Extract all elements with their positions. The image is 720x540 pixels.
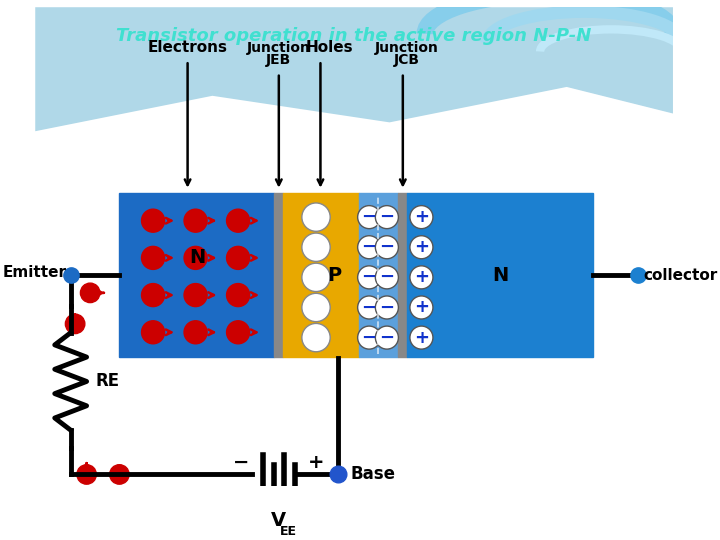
- Text: JEB: JEB: [266, 53, 292, 67]
- Circle shape: [302, 233, 330, 261]
- PathPatch shape: [35, 7, 673, 131]
- Text: Junction: Junction: [375, 40, 439, 55]
- Circle shape: [358, 236, 381, 259]
- Circle shape: [227, 209, 250, 232]
- Bar: [408, 193, 593, 357]
- Text: −: −: [361, 268, 377, 286]
- Text: Holes: Holes: [305, 39, 353, 55]
- Circle shape: [410, 206, 433, 228]
- Circle shape: [375, 266, 398, 289]
- Circle shape: [375, 206, 398, 228]
- Circle shape: [302, 323, 330, 352]
- Circle shape: [375, 326, 398, 349]
- Bar: [274, 193, 283, 357]
- Circle shape: [227, 321, 250, 344]
- Text: Emitter: Emitter: [2, 265, 66, 280]
- Text: P: P: [327, 266, 341, 285]
- Text: −: −: [361, 299, 377, 316]
- Text: −: −: [379, 299, 395, 316]
- Text: N: N: [492, 266, 508, 285]
- Bar: [398, 193, 408, 357]
- Text: −: −: [361, 208, 377, 226]
- Text: −: −: [379, 329, 395, 347]
- Text: −: −: [233, 453, 250, 471]
- Text: +: +: [414, 299, 429, 316]
- Circle shape: [227, 246, 250, 269]
- Text: collector: collector: [644, 268, 718, 282]
- Circle shape: [410, 236, 433, 259]
- Circle shape: [358, 266, 381, 289]
- Circle shape: [302, 293, 330, 322]
- Circle shape: [142, 246, 165, 269]
- Circle shape: [184, 284, 207, 307]
- Circle shape: [227, 284, 250, 307]
- Circle shape: [66, 314, 85, 334]
- Circle shape: [410, 266, 433, 289]
- Text: +: +: [414, 329, 429, 347]
- Text: RE: RE: [96, 373, 120, 390]
- Circle shape: [77, 465, 96, 484]
- Text: EE: EE: [280, 525, 297, 538]
- Text: +: +: [414, 238, 429, 256]
- Circle shape: [358, 206, 381, 228]
- Text: N: N: [189, 248, 205, 267]
- Bar: [359, 193, 398, 357]
- Text: −: −: [361, 329, 377, 347]
- Text: Base: Base: [351, 465, 395, 483]
- Circle shape: [358, 326, 381, 349]
- Circle shape: [184, 246, 207, 269]
- Circle shape: [375, 236, 398, 259]
- Circle shape: [184, 321, 207, 344]
- Text: V: V: [271, 511, 287, 530]
- Circle shape: [142, 321, 165, 344]
- Bar: [283, 193, 359, 357]
- Circle shape: [410, 326, 433, 349]
- Text: Transistor operation in the active region N-P-N: Transistor operation in the active regio…: [117, 26, 592, 45]
- Text: −: −: [379, 238, 395, 256]
- Circle shape: [184, 209, 207, 232]
- Text: Electrons: Electrons: [148, 39, 228, 55]
- Text: −: −: [379, 208, 395, 226]
- Circle shape: [358, 296, 381, 319]
- Text: +: +: [307, 453, 324, 471]
- Circle shape: [410, 296, 433, 319]
- Circle shape: [302, 263, 330, 292]
- Text: −: −: [361, 238, 377, 256]
- Circle shape: [142, 284, 165, 307]
- Text: −: −: [379, 268, 395, 286]
- Circle shape: [375, 296, 398, 319]
- Text: +: +: [414, 268, 429, 286]
- Circle shape: [81, 283, 100, 302]
- Bar: [120, 193, 274, 357]
- Text: JCB: JCB: [395, 53, 420, 67]
- Text: +: +: [414, 208, 429, 226]
- Circle shape: [142, 209, 165, 232]
- Circle shape: [109, 465, 129, 484]
- Text: Junction: Junction: [247, 40, 311, 55]
- Circle shape: [302, 203, 330, 231]
